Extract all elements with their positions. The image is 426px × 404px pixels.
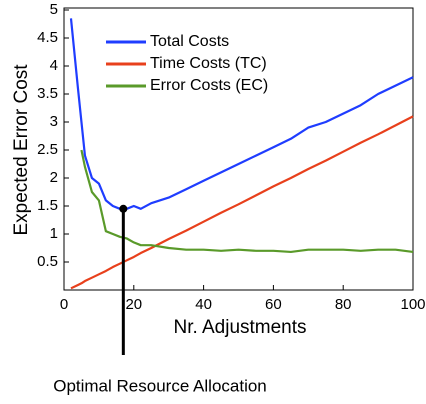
y-tick-label: 1.5 [37, 197, 58, 214]
x-tick-label: 80 [335, 296, 352, 313]
annotation-point [119, 204, 128, 213]
x-tick-label: 100 [400, 296, 425, 313]
x-tick-label: 0 [60, 296, 68, 313]
legend-label: Time Costs (TC) [150, 55, 267, 72]
y-tick-label: 2 [50, 169, 58, 186]
x-axis-label: Nr. Adjustments [173, 317, 306, 338]
x-tick-label: 20 [125, 296, 142, 313]
annotation-text: Optimal Resource Allocation [53, 376, 267, 395]
legend-label: Error Costs (EC) [150, 77, 268, 94]
y-tick-label: 2.5 [37, 141, 58, 158]
y-tick-label: 3.5 [37, 85, 58, 102]
x-tick-label: 60 [265, 296, 282, 313]
y-tick-label: 3 [50, 113, 58, 130]
plot-frame [63, 7, 414, 291]
y-axis-label: Expected Error Cost [11, 64, 32, 236]
series-line [70, 115, 414, 290]
legend-label: Total Costs [150, 33, 229, 50]
y-tick-label: 5 [50, 1, 58, 18]
x-tick-label: 40 [195, 296, 212, 313]
y-tick-label: 0.5 [37, 253, 58, 270]
series-line [80, 149, 414, 254]
y-tick-label: 1 [50, 225, 58, 242]
y-tick-label: 4 [50, 57, 58, 74]
series-line [69, 18, 414, 210]
y-tick-label: 4.5 [37, 29, 58, 46]
